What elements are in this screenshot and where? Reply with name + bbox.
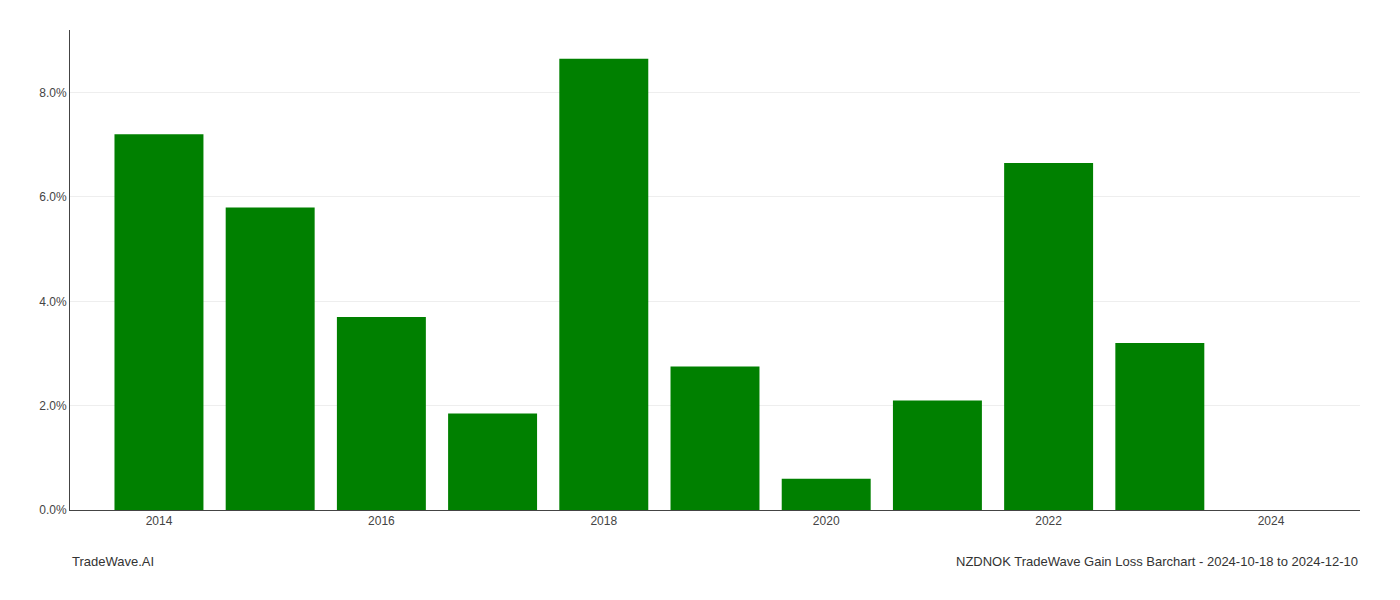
svg-text:2024: 2024 [1258, 514, 1285, 528]
svg-text:2018: 2018 [590, 514, 617, 528]
svg-text:NZDNOK TradeWave Gain Loss Bar: NZDNOK TradeWave Gain Loss Barchart - 20… [956, 554, 1358, 569]
svg-text:4.0%: 4.0% [39, 295, 67, 309]
svg-text:6.0%: 6.0% [39, 190, 67, 204]
svg-text:TradeWave.AI: TradeWave.AI [72, 554, 154, 569]
svg-text:2.0%: 2.0% [39, 399, 67, 413]
svg-text:8.0%: 8.0% [39, 86, 67, 100]
svg-text:2022: 2022 [1035, 514, 1062, 528]
svg-text:2014: 2014 [146, 514, 173, 528]
svg-text:2020: 2020 [813, 514, 840, 528]
svg-text:2016: 2016 [368, 514, 395, 528]
svg-text:0.0%: 0.0% [39, 503, 67, 517]
